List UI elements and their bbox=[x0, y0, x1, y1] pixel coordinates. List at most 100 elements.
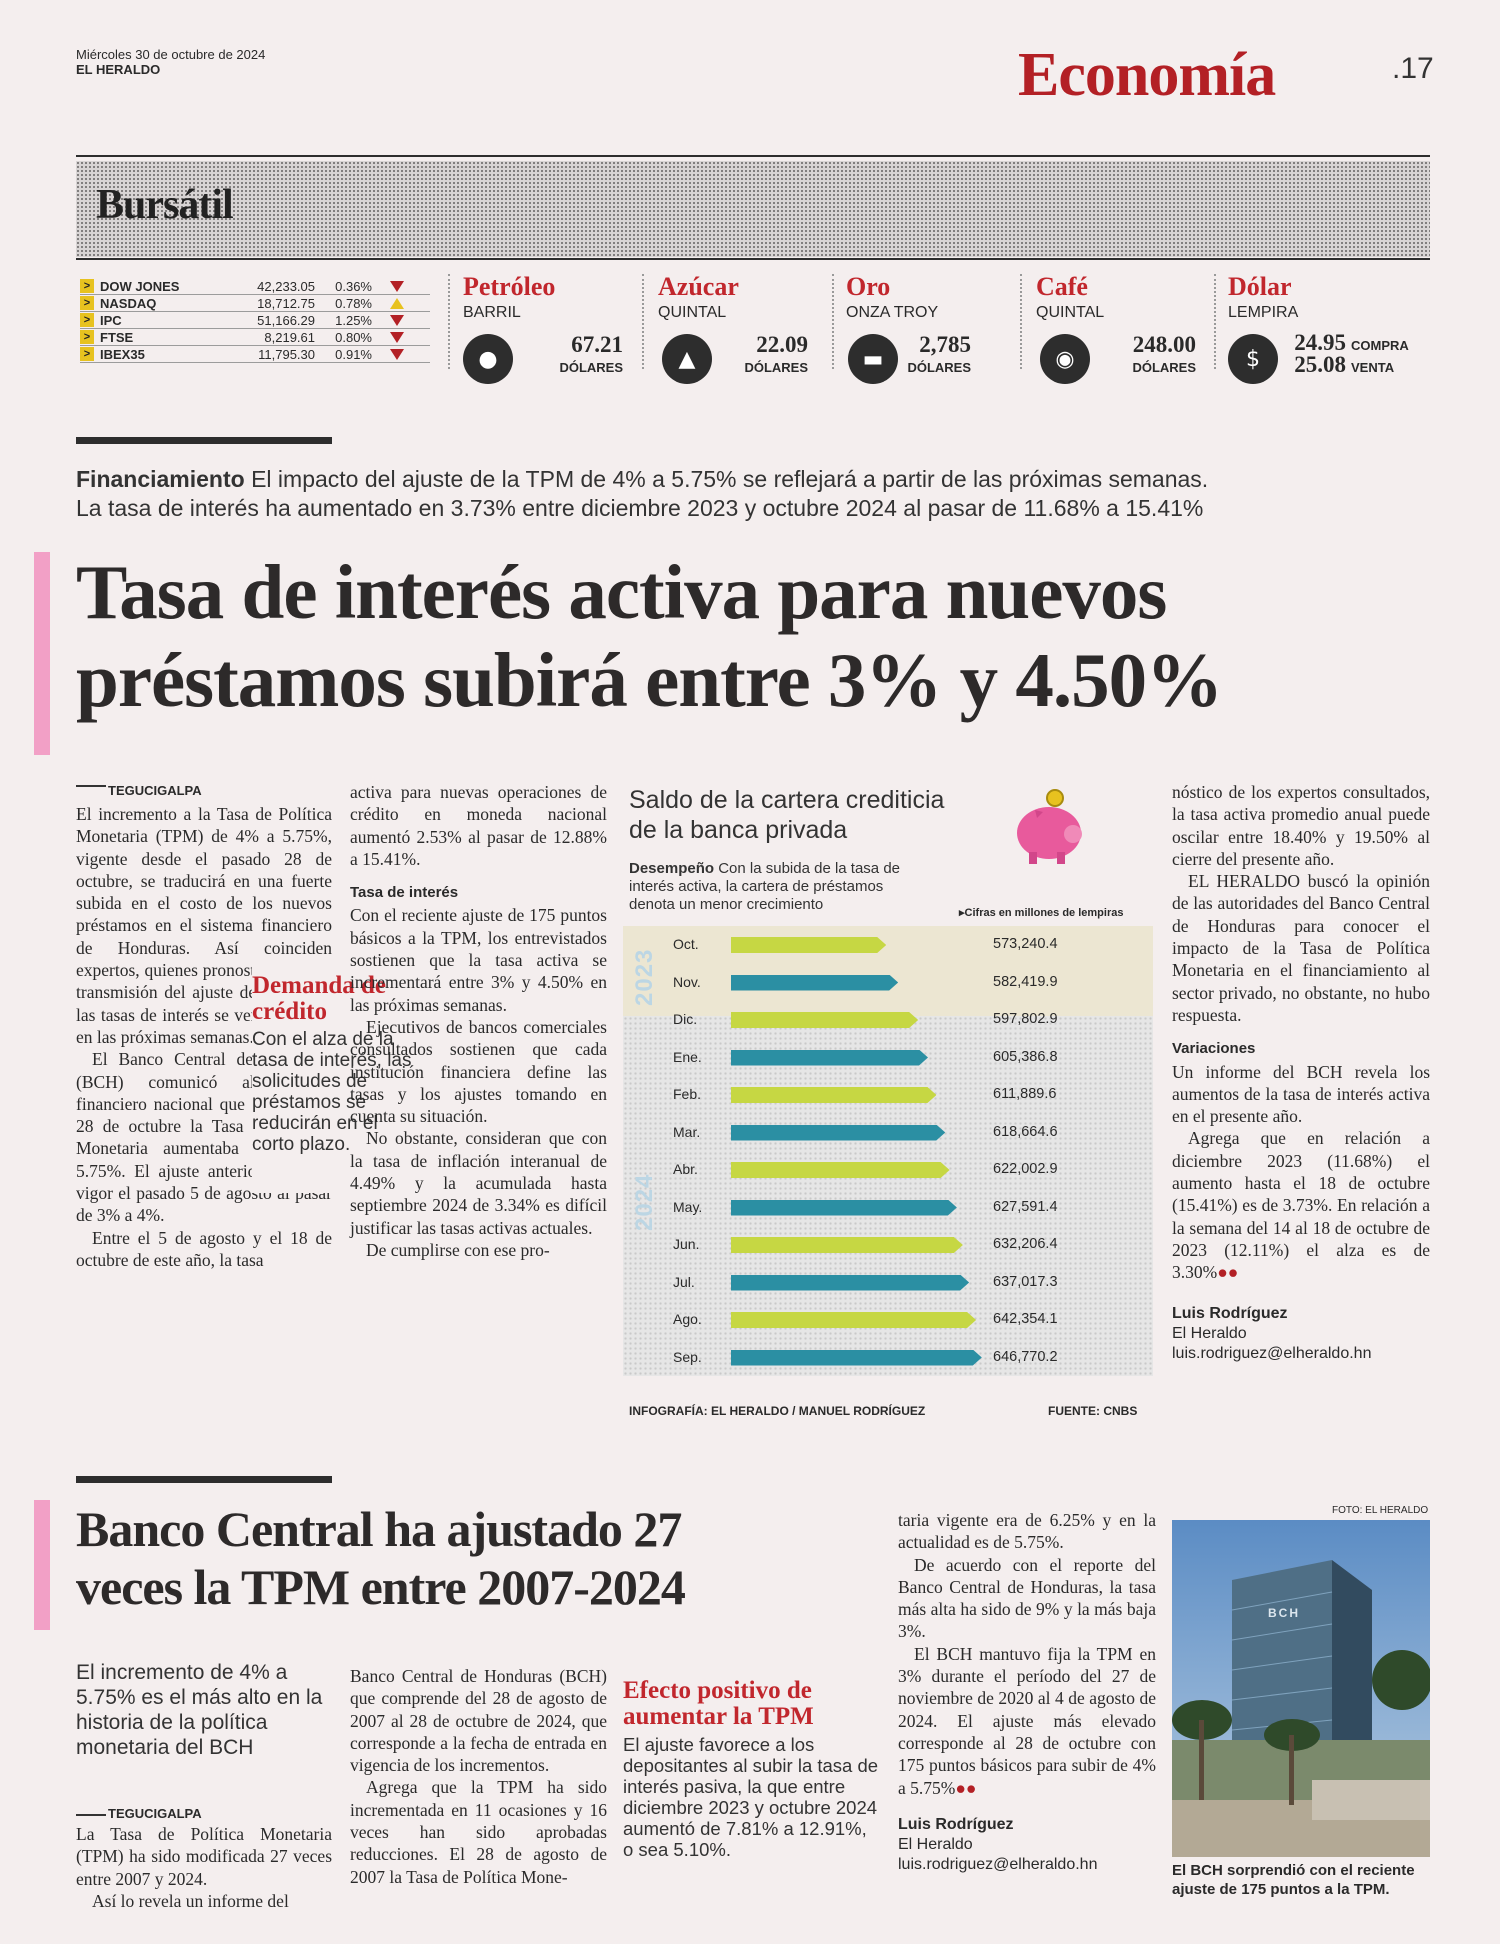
byline-name: Luis Rodríguez bbox=[1172, 1304, 1288, 1322]
year-label-2023: 2023 bbox=[631, 948, 658, 1006]
bar-row: Jul. 637,017.3 bbox=[663, 1268, 1153, 1298]
chart-title-line1: Saldo de la cartera crediticia bbox=[629, 786, 945, 814]
bar-row: May. 627,591.4 bbox=[663, 1193, 1153, 1223]
second-headline-line1: Banco Central ha ajustado 27 bbox=[76, 1501, 682, 1557]
chevron-right-icon: > bbox=[80, 279, 94, 293]
pull-quote-box: Efecto positivo de aumentar la TPM El aj… bbox=[623, 1677, 881, 1861]
bar bbox=[731, 975, 898, 991]
divider bbox=[832, 274, 834, 369]
commodity-title: Café bbox=[1036, 272, 1088, 301]
index-name: DOW JONES bbox=[100, 278, 180, 294]
article-column-2: activa para nuevas operaciones de crédit… bbox=[350, 781, 607, 1261]
bursatil-title: Bursátil bbox=[96, 182, 234, 228]
bar-category-label: Ago. bbox=[673, 1311, 702, 1327]
bar-value-label: 582,419.9 bbox=[993, 973, 1058, 990]
article-column-4: nóstico de los expertos consultados, la … bbox=[1172, 781, 1430, 1364]
second-column-3: taria vigente era de 6.25% y en la actua… bbox=[898, 1509, 1156, 1875]
chart-desc-line2: interés activa, la cartera de préstamos bbox=[629, 878, 884, 895]
index-row: > NASDAQ 18,712.75 0.78% bbox=[80, 295, 430, 312]
byline-paper: El Heraldo bbox=[898, 1835, 973, 1853]
photo-credit: FOTO: EL HERALDO bbox=[1332, 1505, 1429, 1516]
divider bbox=[448, 274, 450, 369]
commodity-title: Dólar bbox=[1228, 272, 1292, 301]
byline-email[interactable]: luis.rodriguez@elheraldo.hn bbox=[898, 1855, 1098, 1873]
bch-building-photo: BCH bbox=[1172, 1520, 1430, 1857]
dollar-buy-label: COMPRA bbox=[1351, 338, 1409, 353]
commodity-title: Petróleo bbox=[463, 272, 556, 301]
divider bbox=[1020, 274, 1022, 369]
end-mark-icon: ●● bbox=[955, 1777, 977, 1798]
commodity-currency: DÓLARES bbox=[1132, 360, 1196, 375]
article-subhead: Tasa de interés bbox=[350, 884, 459, 902]
second-summary: El incremento de 4% a 5.75% es el más al… bbox=[76, 1661, 323, 1759]
chevron-right-icon: > bbox=[80, 330, 94, 344]
chart-title: Saldo de la cartera crediticia de la ban… bbox=[629, 785, 944, 845]
photo-caption: El BCH sorprendió con el reciente ajuste… bbox=[1172, 1862, 1415, 1898]
pull-quote-title: Efecto positivo de aumentar la TPM bbox=[623, 1677, 814, 1730]
bar bbox=[731, 1350, 982, 1366]
dateline: TEGUCIGALPA bbox=[108, 783, 202, 798]
arrow-down-icon bbox=[390, 331, 404, 343]
deck-kicker: Financiamiento bbox=[76, 466, 245, 492]
bar-category-label: Ene. bbox=[673, 1048, 702, 1065]
deck-text-line1: El impacto del ajuste de la TPM de 4% a … bbox=[251, 466, 1209, 492]
bar-row: Nov. 582,419.9 bbox=[663, 968, 1153, 998]
index-change: 0.78% bbox=[335, 295, 372, 311]
article-paragraph: Agrega que la TPM ha sido incrementada e… bbox=[350, 1777, 607, 1887]
bar-category-label: May. bbox=[673, 1198, 703, 1215]
deck: Financiamiento El impacto del ajuste de … bbox=[76, 465, 1436, 523]
dateline: TEGUCIGALPA bbox=[108, 1806, 202, 1821]
gold-bar-icon: ▬ bbox=[848, 334, 898, 384]
coffee-bean-icon: ◉ bbox=[1040, 334, 1090, 384]
dollar-sell-label: VENTA bbox=[1351, 360, 1395, 375]
chart-units-text: Cifras en millones de lempiras bbox=[964, 907, 1124, 919]
bar-category-label: Sep. bbox=[673, 1348, 702, 1365]
bar-row: Ene. 605,386.8 bbox=[663, 1043, 1153, 1073]
second-column-2: Banco Central de Honduras (BCH) que comp… bbox=[350, 1665, 607, 1888]
bar-value-label: 597,802.9 bbox=[993, 1011, 1058, 1027]
byline: Luis Rodríguez El Heraldo luis.rodriguez… bbox=[898, 1815, 1156, 1875]
bar-row: Sep. 646,770.2 bbox=[663, 1343, 1153, 1373]
second-headline-line2: veces la TPM entre 2007-2024 bbox=[76, 1559, 686, 1615]
chart-desc-line3: denota un menor crecimiento bbox=[629, 896, 824, 913]
bar bbox=[731, 1275, 969, 1291]
commodity-value: 248.00 bbox=[1132, 332, 1196, 357]
commodity-value: 2,785 bbox=[919, 332, 971, 357]
index-name: IBEX35 bbox=[100, 346, 145, 362]
highlight-marker bbox=[34, 1500, 50, 1630]
index-change: 0.91% bbox=[335, 346, 372, 362]
bar bbox=[731, 1050, 928, 1066]
issue-date: Miércoles 30 de octubre de 2024 bbox=[76, 47, 266, 62]
bar-value-label: 622,002.9 bbox=[993, 1161, 1058, 1177]
bar-row: Oct. 573,240.4 bbox=[663, 930, 1153, 960]
bar-value-label: 642,354.1 bbox=[993, 1311, 1058, 1327]
byline-email[interactable]: luis.rodriguez@elheraldo.hn bbox=[1172, 1344, 1372, 1362]
paper-name: EL HERALDO bbox=[76, 62, 161, 77]
deck-text-line2: La tasa de interés ha aumentado en 3.73%… bbox=[76, 495, 1204, 521]
article-paragraph: No obstante, consideran que con la tasa … bbox=[350, 1128, 607, 1238]
bar-value-label: 618,664.6 bbox=[993, 1123, 1058, 1140]
article-paragraph: De cumplirse con ese pro- bbox=[366, 1239, 550, 1260]
year-2023-band bbox=[623, 926, 1153, 1016]
bar-value-label: 611,889.6 bbox=[993, 1086, 1057, 1102]
chart-description: Desempeño Con la subida de la tasa de in… bbox=[629, 860, 949, 914]
bar bbox=[731, 1012, 918, 1028]
bar-category-label: Oct. bbox=[673, 936, 699, 952]
bar-value-label: 632,206.4 bbox=[993, 1236, 1058, 1252]
bar-category-label: Abr. bbox=[673, 1161, 698, 1177]
bar-row: Dic. 597,802.9 bbox=[663, 1005, 1153, 1035]
commodity-unit: ONZA TROY bbox=[846, 304, 939, 321]
pull-quote-box: Demanda de crédito Con el alza de la tas… bbox=[252, 963, 428, 1193]
infographic-source: FUENTE: CNBS bbox=[1048, 1404, 1138, 1418]
story-rule bbox=[76, 437, 332, 444]
money-bag-icon: $ bbox=[1228, 334, 1278, 384]
commodity-unit: BARRIL bbox=[463, 304, 521, 321]
dateline-rule bbox=[76, 1814, 106, 1816]
index-value: 8,219.61 bbox=[264, 329, 315, 345]
bar bbox=[731, 937, 886, 953]
second-column-1: La Tasa de Política Monetaria (TPM) ha s… bbox=[76, 1823, 332, 1912]
divider bbox=[642, 274, 644, 369]
arrow-up-icon bbox=[390, 297, 404, 309]
bar-value-label: 573,240.4 bbox=[993, 936, 1058, 952]
dollar-sell-value: 25.08 bbox=[1294, 352, 1346, 377]
